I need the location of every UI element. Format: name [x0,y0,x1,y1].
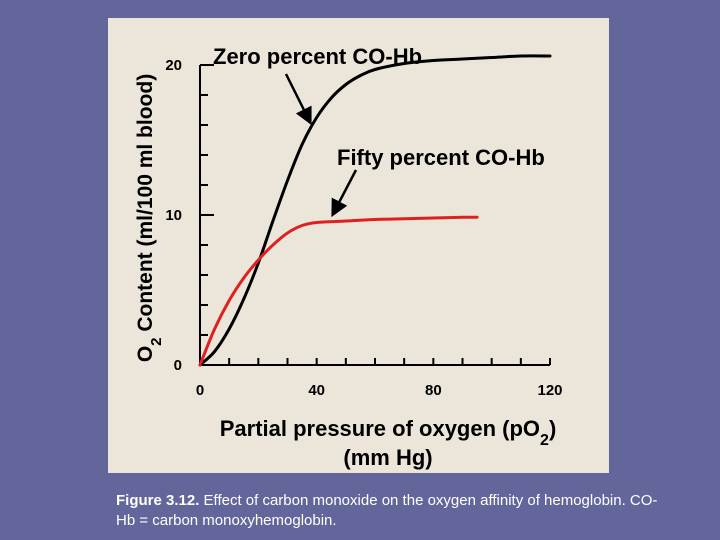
x-tick-label: 0 [196,382,204,399]
x-axis-label: Partial pressure of oxygen (pO2) [220,416,557,449]
x-tick-label: 120 [537,382,562,399]
y-axis-label: O2 Content (ml/100 ml blood) [134,74,165,362]
annotation-arrow-fifty [331,169,358,218]
curve-zero-percent-co-hb [198,54,552,367]
curve-fifty-percent-co-hb [198,215,479,367]
figure-panel: 0 10 20 0 40 80 120 O2 Content (ml/100 ml blood… [108,18,609,473]
annotation-arrow-zero [284,73,312,126]
caption-text: Effect of carbon monoxide on the oxygen … [116,492,658,529]
chart: 0 10 20 0 40 80 120 O2 Content (ml/100 ml blood… [134,44,563,470]
annotation-zero-percent: Zero percent CO-Hb [213,44,422,69]
y-tick-label: 20 [165,57,182,74]
figure-caption: Figure 3.12. Effect of carbon monoxide o… [116,491,676,531]
annotation-fifty-percent: Fifty percent CO-Hb [337,145,545,170]
x-axis-label-units: (mm Hg) [343,445,432,470]
caption-label: Figure 3.12. [116,492,200,509]
y-tick-label: 0 [174,357,182,374]
y-tick-label: 10 [165,207,182,224]
x-tick-label: 40 [308,382,325,399]
x-tick-label: 80 [425,382,442,399]
